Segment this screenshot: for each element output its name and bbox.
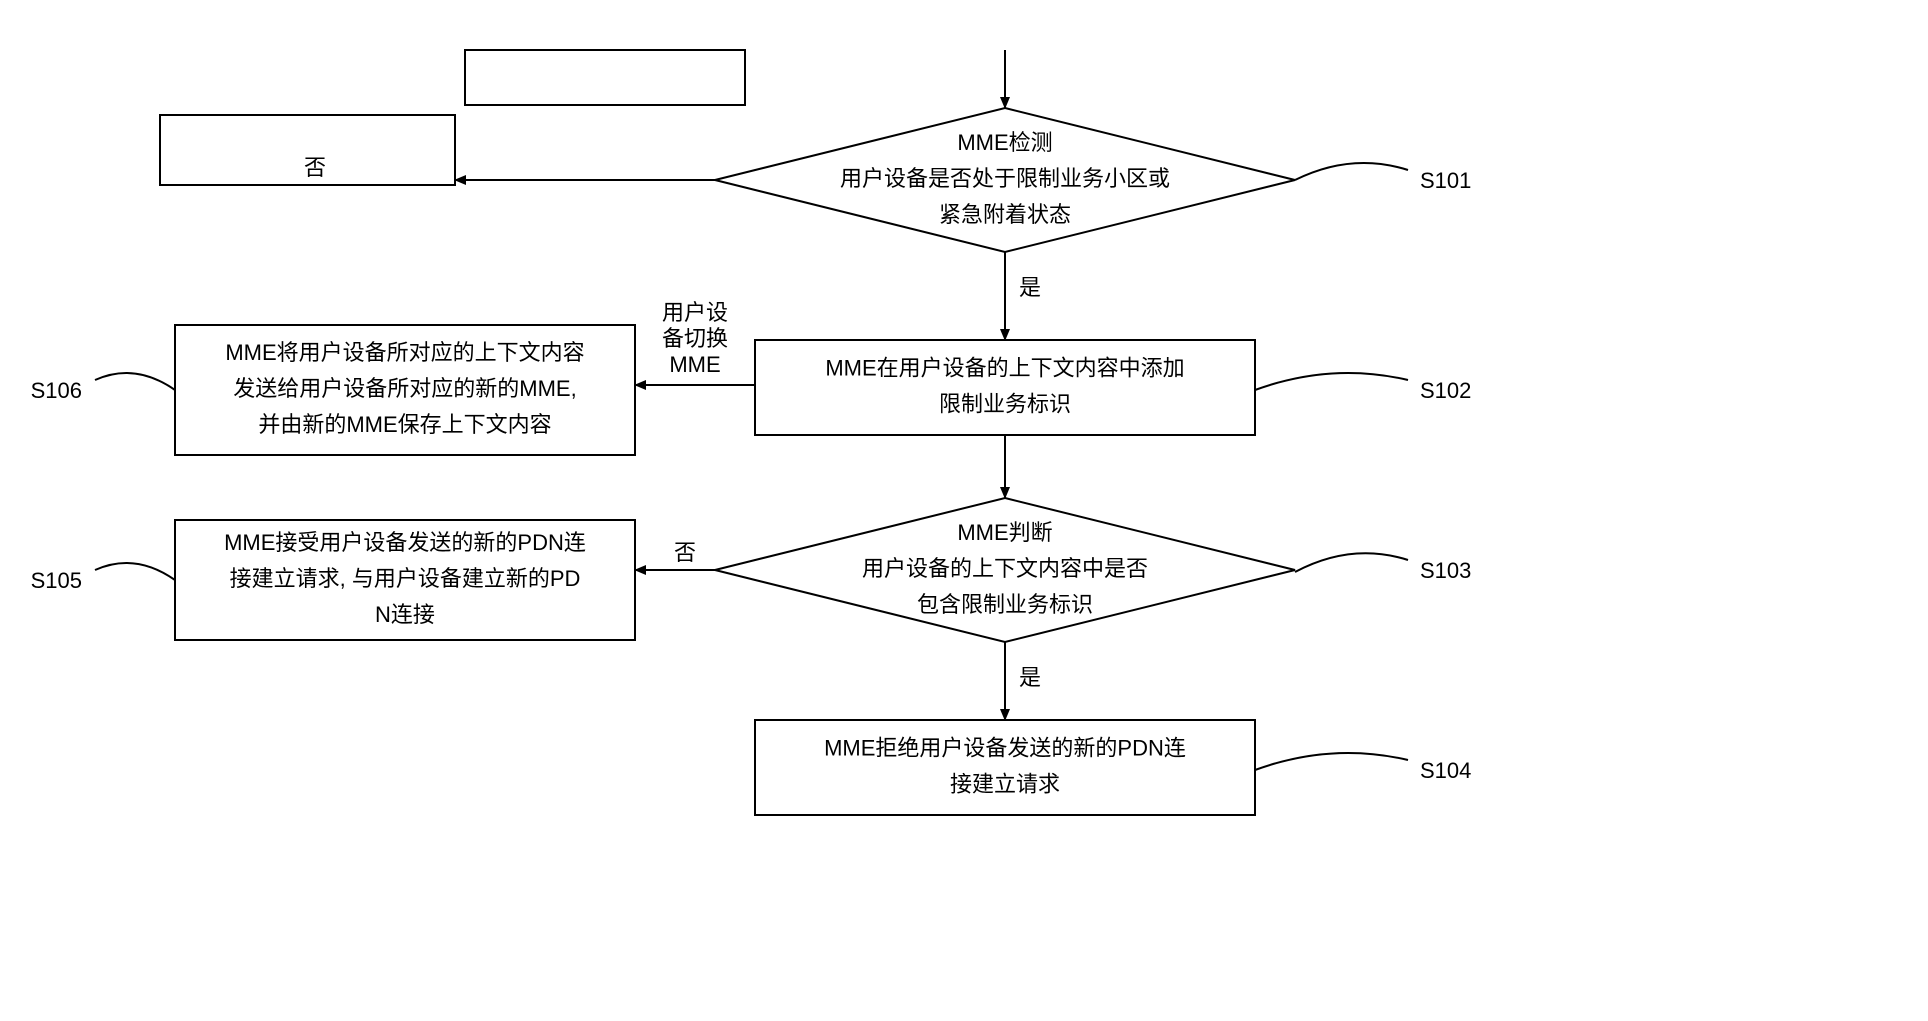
node-text: 接建立请求	[950, 771, 1060, 796]
node-text: MME判断	[957, 520, 1052, 545]
step-label: S103	[1420, 558, 1471, 583]
edge-label: 用户设	[662, 300, 728, 325]
edge-label: 备切换	[662, 326, 728, 351]
node-s103: MME判断用户设备的上下文内容中是否包含限制业务标识	[715, 498, 1295, 642]
leader-line	[1255, 753, 1408, 770]
step-label: S102	[1420, 378, 1471, 403]
node-start_ghost	[465, 50, 745, 105]
node-s102: MME在用户设备的上下文内容中添加限制业务标识	[755, 340, 1255, 435]
leader-line	[1255, 373, 1408, 390]
node-text: 包含限制业务标识	[917, 592, 1093, 617]
edge-label: 否	[304, 155, 326, 180]
node-s106: MME将用户设备所对应的上下文内容发送给用户设备所对应的新的MME, 并由新的MM…	[175, 325, 635, 455]
node-s101: MME检测用户设备是否处于限制业务小区或紧急附着状态	[715, 108, 1295, 252]
step-label: S101	[1420, 168, 1471, 193]
step-label: S105	[31, 568, 82, 593]
leader-line	[1295, 163, 1408, 180]
node-s104: MME拒绝用户设备发送的新的PDN连接建立请求	[755, 720, 1255, 815]
edge-label: MME	[669, 352, 720, 377]
leader-line	[1295, 553, 1408, 572]
node-text: 用户设备的上下文内容中是否	[862, 556, 1148, 581]
node-text: 紧急附着状态	[939, 202, 1071, 227]
edge-label: 否	[674, 540, 696, 565]
node-text: MME将用户设备所对应的上下文内容	[225, 340, 584, 365]
node-text: N连接	[375, 602, 435, 627]
edge-label: 是	[1019, 665, 1041, 690]
node-s105: MME接受用户设备发送的新的PDN连接建立请求, 与用户设备建立新的PD N连接	[175, 520, 635, 640]
leader-line	[95, 373, 175, 390]
node-text: 发送给用户设备所对应的新的MME,	[233, 376, 576, 401]
node-text: 并由新的MME保存上下文内容	[258, 412, 551, 437]
node-text: 限制业务标识	[939, 391, 1071, 416]
node-text: 用户设备是否处于限制业务小区或	[840, 166, 1170, 191]
node-text: MME检测	[957, 130, 1052, 155]
node-text: MME接受用户设备发送的新的PDN连	[224, 530, 586, 555]
node-text: MME拒绝用户设备发送的新的PDN连	[824, 735, 1186, 760]
step-label: S106	[31, 378, 82, 403]
node-text: MME在用户设备的上下文内容中添加	[825, 355, 1184, 380]
step-label: S104	[1420, 758, 1471, 783]
flowchart-diagram: 否是用户设备切换MME否是 MME检测用户设备是否处于限制业务小区或紧急附着状态…	[20, 20, 1560, 840]
node-text: 接建立请求, 与用户设备建立新的PD	[230, 566, 581, 591]
edge-label: 是	[1019, 275, 1041, 300]
leader-line	[95, 563, 175, 580]
